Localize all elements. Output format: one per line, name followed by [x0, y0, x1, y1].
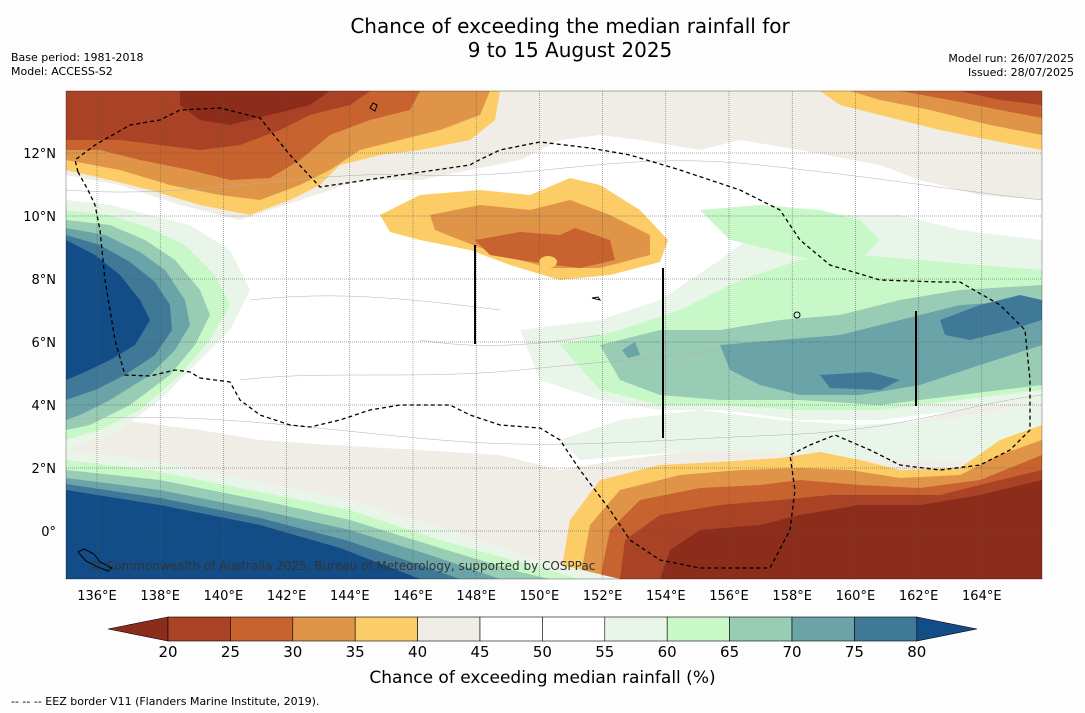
lat-label: 4°N: [32, 399, 57, 414]
lon-label: 156°E: [709, 589, 749, 604]
issued-date: Issued: 28/07/2025: [967, 66, 1074, 79]
zone-75-80-ne: [940, 295, 1042, 340]
zone-central-hole: [539, 256, 557, 268]
colorbar-tick-label: 75: [844, 643, 864, 661]
colorbar-band: [479, 616, 543, 642]
colorbar-tick-label: 40: [408, 643, 428, 661]
lon-label: 146°E: [393, 589, 433, 604]
lon-label: 150°E: [520, 589, 560, 604]
colorbar-tick-label: 35: [345, 643, 365, 661]
zone-above80-sw: [66, 490, 420, 579]
colorbar-band: [292, 616, 356, 642]
map-frame: [65, 90, 1043, 580]
lat-label: 0°: [41, 525, 56, 540]
zone-25-30-central: [475, 228, 615, 268]
lon-label: 144°E: [330, 589, 370, 604]
base-period: Base period: 1981-2018: [11, 51, 144, 64]
colorbar-band: [354, 616, 418, 642]
colorbar-band: [230, 616, 294, 642]
model-run: Model run: 26/07/2025: [948, 52, 1074, 65]
colorbar-extend-low: [107, 616, 169, 642]
eez-footnote: -- -- -- EEZ border V11 (Flanders Marine…: [11, 695, 320, 708]
lon-label: 148°E: [456, 589, 496, 604]
colorbar-band: [729, 616, 793, 642]
map-area: [66, 91, 1042, 579]
lat-label: 8°N: [32, 273, 57, 288]
lat-label: 12°N: [23, 147, 56, 162]
colorbar-tick-label: 50: [532, 643, 552, 661]
zone-75-80-east: [820, 372, 900, 390]
lon-label: 162°E: [899, 589, 939, 604]
colorbar-title: Chance of exceeding median rainfall (%): [369, 668, 716, 688]
zone-70-75-blob: [622, 342, 640, 358]
zone-above80-west: [66, 240, 150, 380]
colorbar-tick-label: 70: [782, 643, 802, 661]
islands: [77, 102, 801, 572]
lon-label: 154°E: [646, 589, 686, 604]
colorbar-tick-label: 55: [595, 643, 615, 661]
lat-label: 2°N: [32, 462, 57, 477]
colorbar-band: [854, 616, 918, 642]
colorbar-tick-label: 80: [907, 643, 927, 661]
meta-right: Model run: 26/07/2025 Issued: 28/07/2025: [948, 52, 1074, 80]
title-line-2: 9 to 15 August 2025: [467, 38, 673, 62]
lon-label: 142°E: [267, 589, 307, 604]
meta-left: Base period: 1981-2018 Model: ACCESS-S2: [11, 51, 143, 79]
colorbar-tick-label: 25: [220, 643, 240, 661]
lon-label: 158°E: [772, 589, 812, 604]
copyright-text: © Commonwealth of Australia 2025, Bureau…: [90, 559, 595, 573]
model-name: Model: ACCESS-S2: [11, 65, 113, 78]
title-line-1: Chance of exceeding the median rainfall …: [350, 14, 790, 38]
grid-lines: [66, 91, 1042, 579]
colorbar-band: [417, 616, 481, 642]
colorbar-tick-label: 45: [470, 643, 490, 661]
zone-below20-north: [180, 91, 330, 125]
eez-border: [74, 107, 1031, 569]
lon-label: 152°E: [583, 589, 623, 604]
colorbar-tick-label: 20: [158, 643, 178, 661]
colorbar-band: [791, 616, 855, 642]
map-title: Chance of exceeding the median rainfall …: [0, 14, 1085, 62]
zone-below20-south: [660, 480, 1042, 579]
colorbar-tick-label: 30: [283, 643, 303, 661]
zone-20-25-ne: [960, 91, 1042, 105]
colorbar-band: [167, 616, 231, 642]
colorbar-band: [604, 616, 668, 642]
colorbar-tick-label: 65: [720, 643, 740, 661]
colorbar: [107, 616, 978, 642]
contour-lines: [66, 160, 1042, 445]
lat-label: 6°N: [32, 336, 57, 351]
lon-label: 138°E: [140, 589, 180, 604]
colorbar-band: [666, 616, 730, 642]
colorbar-band: [542, 616, 606, 642]
vertical-markers: [474, 245, 917, 438]
lat-label: 10°N: [23, 210, 56, 225]
lon-label: 136°E: [77, 589, 117, 604]
lon-label: 140°E: [204, 589, 244, 604]
latitude-labels: 12°N 10°N 8°N 6°N 4°N 2°N 0°: [23, 147, 56, 540]
colorbar-tick-label: 60: [657, 643, 677, 661]
zone-55-60-south: [560, 400, 1042, 462]
zone-60-65-north: [700, 205, 880, 262]
colorbar-extend-high: [916, 616, 978, 642]
lon-label: 160°E: [836, 589, 876, 604]
longitude-labels: 136°E 138°E 140°E 142°E 144°E 146°E 148°E 150°E…: [77, 589, 1001, 604]
lon-label: 164°E: [962, 589, 1002, 604]
